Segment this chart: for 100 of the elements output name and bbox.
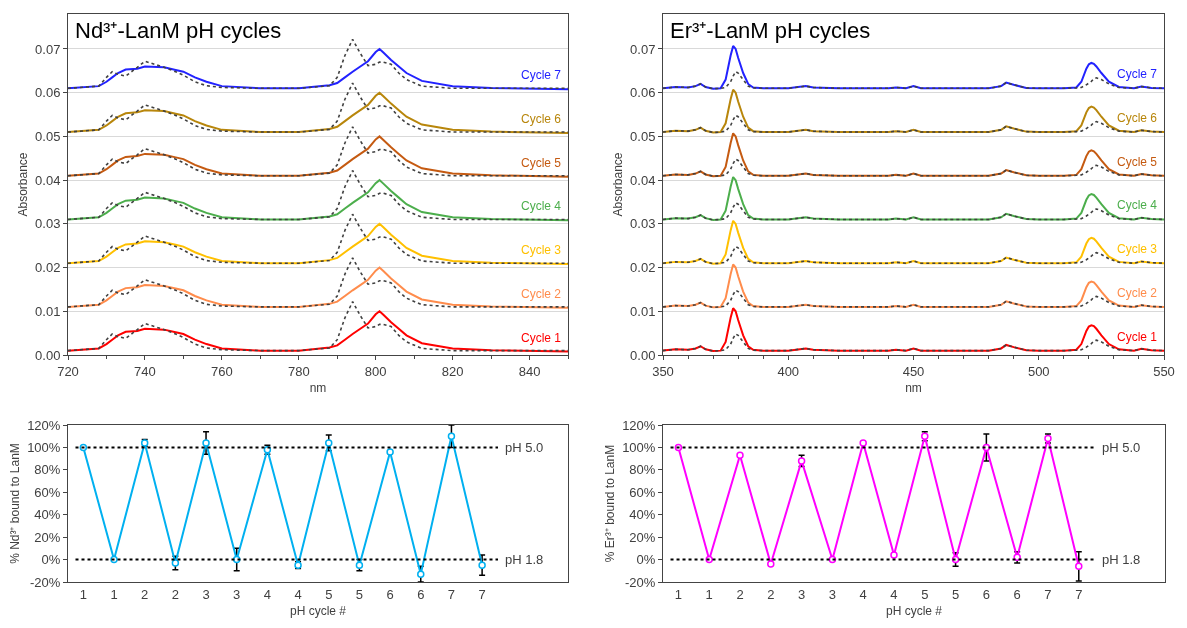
y-tick-label: 100%	[622, 439, 656, 455]
x-tick-label: 350	[652, 363, 674, 379]
y-tick-label: 120%	[27, 417, 61, 433]
line-series	[68, 91, 568, 134]
x-tick-label: 5	[951, 586, 960, 602]
y-tick-label: 0.01	[630, 303, 656, 319]
line-series	[663, 176, 1164, 221]
y-tick-label: -20%	[30, 574, 61, 590]
series-label: Cycle 6	[521, 112, 562, 126]
x-tick-label: 4	[859, 586, 867, 602]
y-tick-label: 0.03	[630, 216, 656, 232]
x-tick-label: 400	[777, 363, 800, 379]
y-axis-title: Absorbance	[16, 152, 31, 217]
y-tick-label: 0.00	[35, 347, 61, 363]
y-tick-label: 80%	[629, 462, 656, 478]
ref-line-label: pH 5.0	[1102, 440, 1141, 455]
x-tick-label: 6	[386, 586, 394, 602]
x-tick-label: 800	[364, 363, 387, 379]
series-label: Cycle 2	[521, 287, 562, 301]
y-tick-label: 40%	[629, 507, 656, 523]
y-tick-label: 0.02	[35, 260, 61, 276]
chart-title: Nd³⁺-LanM pH cycles	[75, 18, 282, 43]
x-axis-title: nm	[905, 381, 922, 396]
x-tick-label: 7	[1044, 586, 1052, 602]
x-tick-label: 760	[211, 363, 233, 379]
y-tick-label: 20%	[629, 529, 656, 545]
y-tick-label: 0.07	[630, 41, 656, 57]
x-tick-label: 3	[828, 586, 837, 602]
line-series	[68, 266, 568, 309]
x-tick-label: 840	[518, 363, 541, 379]
y-tick-label: 0.04	[630, 172, 656, 188]
line-series	[663, 219, 1164, 265]
y-tick-label: 100%	[27, 439, 61, 455]
x-tick-label: 5	[355, 586, 364, 602]
x-tick-label: 1	[674, 586, 683, 602]
x-tick-label: 6	[982, 586, 990, 602]
line-series	[663, 307, 1164, 353]
line-series	[663, 88, 1164, 134]
y-tick-label: 0%	[41, 552, 61, 568]
y-tick-label: 0.01	[35, 303, 61, 319]
series-label: Cycle 4	[521, 199, 562, 213]
y-tick-label: 0.00	[630, 347, 656, 363]
line-series	[68, 47, 568, 91]
chart-title: Er³⁺-LanM pH cycles	[670, 18, 871, 43]
line-series	[663, 263, 1164, 309]
y-tick-label: 0.05	[35, 128, 61, 144]
series-label: Cycle 2	[1117, 286, 1158, 300]
ref-line-label: pH 1.8	[1102, 552, 1141, 567]
y-tick-label: 20%	[34, 529, 61, 545]
series-label: Cycle 1	[521, 331, 562, 345]
series-label: Cycle 7	[521, 68, 562, 82]
y-tick-label: 60%	[629, 484, 656, 500]
line-series	[68, 179, 568, 222]
x-tick-label: 4	[263, 586, 272, 602]
x-tick-label: 2	[171, 586, 179, 602]
x-tick-label: 7	[478, 586, 486, 602]
y-tick-label: 80%	[34, 462, 61, 478]
x-tick-label: 1	[79, 586, 87, 602]
point	[202, 439, 210, 447]
x-tick-label: 1	[705, 586, 713, 602]
ref-line-label: pH 1.8	[505, 552, 544, 567]
series-label: Cycle 3	[521, 243, 562, 257]
x-tick-label: 2	[767, 586, 775, 602]
x-tick-label: 2	[141, 586, 149, 602]
point	[417, 570, 425, 578]
y-tick-label: 0.03	[35, 216, 61, 232]
x-tick-label: 3	[202, 586, 210, 602]
point	[324, 439, 333, 447]
point	[1075, 562, 1083, 571]
y-tick-label: 120%	[622, 417, 656, 433]
y-tick-label: -20%	[625, 574, 656, 590]
x-tick-label: 2	[736, 586, 744, 602]
y-tick-label: 60%	[34, 484, 61, 500]
y-tick-label: 0.06	[35, 85, 61, 101]
x-tick-label: 550	[1153, 363, 1175, 379]
y-axis-title: % Nd³⁺ bound to LanM	[8, 443, 23, 564]
line-series	[663, 132, 1164, 178]
x-tick-label: 7	[1075, 586, 1083, 602]
line-series	[68, 310, 568, 353]
x-tick-label: 4	[294, 586, 302, 602]
point	[171, 559, 180, 567]
y-tick-label: 40%	[34, 507, 61, 523]
x-tick-label: 820	[441, 363, 464, 379]
x-tick-label: 5	[325, 586, 333, 602]
x-tick-label: 1	[110, 586, 118, 602]
ref-line-label: pH 5.0	[505, 440, 544, 455]
x-tick-label: 4	[890, 586, 898, 602]
x-tick-label: 3	[797, 586, 806, 602]
y-axis-title: Absorbance	[611, 152, 626, 217]
x-tick-label: 780	[287, 363, 310, 379]
x-tick-label: 3	[233, 586, 241, 602]
x-tick-label: 740	[134, 363, 156, 379]
point	[478, 561, 486, 569]
x-tick-label: 500	[1027, 363, 1050, 379]
series-label: Cycle 3	[1117, 242, 1158, 256]
series-label: Cycle 7	[1117, 67, 1158, 81]
x-axis-title: pH cycle #	[885, 604, 943, 619]
y-tick-label: 0.06	[630, 85, 656, 101]
x-axis-title: nm	[309, 381, 327, 396]
y-tick-label: 0.07	[35, 41, 61, 57]
